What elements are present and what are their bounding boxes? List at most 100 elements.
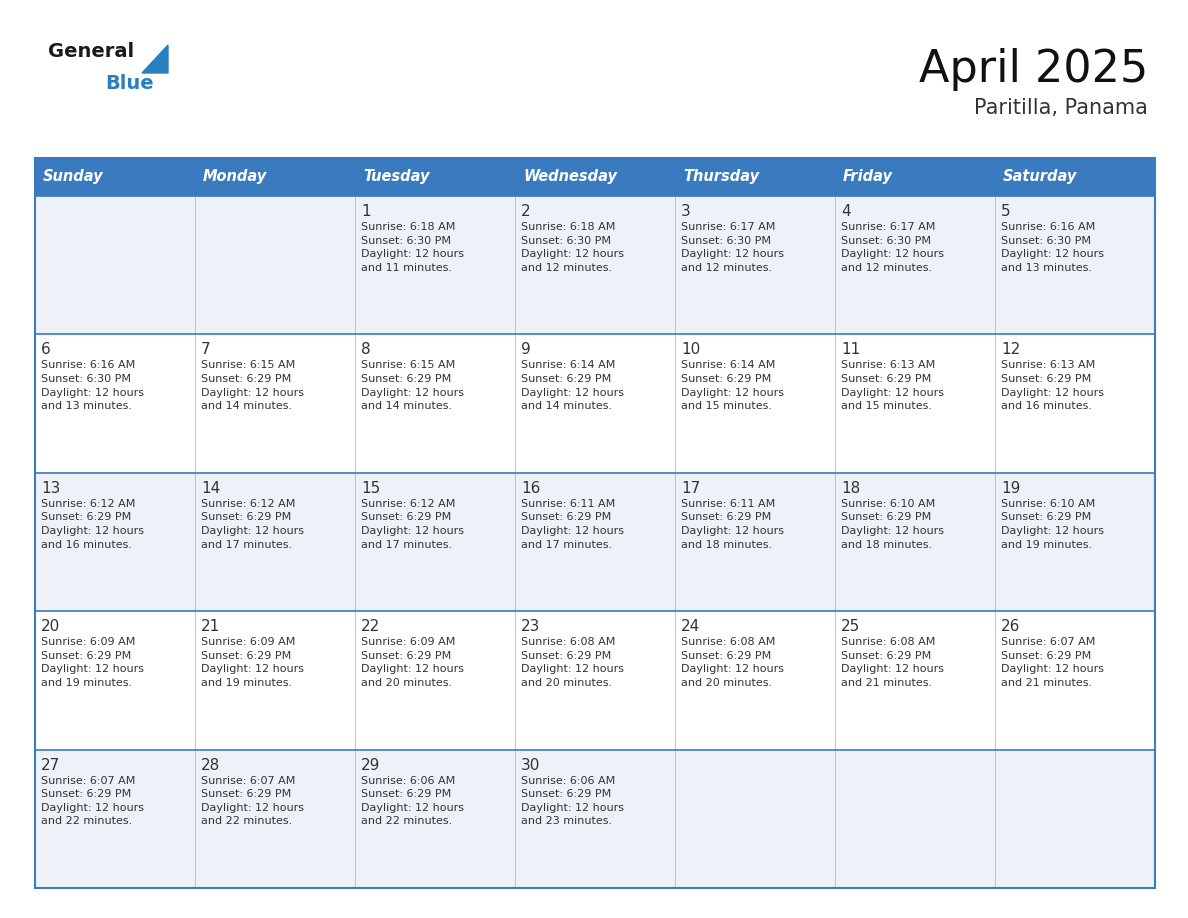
Bar — [195, 473, 355, 611]
Text: Sunday: Sunday — [43, 170, 103, 185]
Bar — [835, 750, 996, 888]
Bar — [675, 196, 835, 334]
Text: Sunrise: 6:09 AM
Sunset: 6:29 PM
Daylight: 12 hours
and 20 minutes.: Sunrise: 6:09 AM Sunset: 6:29 PM Dayligh… — [361, 637, 465, 688]
Text: Sunrise: 6:18 AM
Sunset: 6:30 PM
Daylight: 12 hours
and 12 minutes.: Sunrise: 6:18 AM Sunset: 6:30 PM Dayligh… — [522, 222, 624, 273]
Polygon shape — [143, 45, 168, 73]
Bar — [34, 750, 195, 888]
Text: 20: 20 — [42, 620, 61, 634]
Bar — [34, 158, 195, 196]
Bar — [835, 158, 996, 196]
Text: Sunrise: 6:13 AM
Sunset: 6:29 PM
Daylight: 12 hours
and 16 minutes.: Sunrise: 6:13 AM Sunset: 6:29 PM Dayligh… — [1001, 361, 1104, 411]
Text: 25: 25 — [841, 620, 860, 634]
Bar — [516, 473, 675, 611]
Bar — [675, 473, 835, 611]
Text: 5: 5 — [1001, 204, 1011, 219]
Bar — [34, 611, 195, 750]
Bar — [835, 611, 996, 750]
Bar — [516, 334, 675, 473]
Text: Sunrise: 6:08 AM
Sunset: 6:29 PM
Daylight: 12 hours
and 21 minutes.: Sunrise: 6:08 AM Sunset: 6:29 PM Dayligh… — [841, 637, 944, 688]
Text: Wednesday: Wednesday — [523, 170, 617, 185]
Text: Tuesday: Tuesday — [364, 170, 430, 185]
Text: Sunrise: 6:17 AM
Sunset: 6:30 PM
Daylight: 12 hours
and 12 minutes.: Sunrise: 6:17 AM Sunset: 6:30 PM Dayligh… — [841, 222, 944, 273]
Text: 10: 10 — [681, 342, 700, 357]
Text: Sunrise: 6:09 AM
Sunset: 6:29 PM
Daylight: 12 hours
and 19 minutes.: Sunrise: 6:09 AM Sunset: 6:29 PM Dayligh… — [201, 637, 304, 688]
Text: Sunrise: 6:07 AM
Sunset: 6:29 PM
Daylight: 12 hours
and 21 minutes.: Sunrise: 6:07 AM Sunset: 6:29 PM Dayligh… — [1001, 637, 1104, 688]
Bar — [195, 196, 355, 334]
Bar — [996, 196, 1155, 334]
Text: 29: 29 — [361, 757, 380, 773]
Text: Sunrise: 6:08 AM
Sunset: 6:29 PM
Daylight: 12 hours
and 20 minutes.: Sunrise: 6:08 AM Sunset: 6:29 PM Dayligh… — [681, 637, 784, 688]
Text: 18: 18 — [841, 481, 860, 496]
Bar — [675, 158, 835, 196]
Text: Sunrise: 6:11 AM
Sunset: 6:29 PM
Daylight: 12 hours
and 18 minutes.: Sunrise: 6:11 AM Sunset: 6:29 PM Dayligh… — [681, 498, 784, 550]
Bar — [675, 334, 835, 473]
Text: 22: 22 — [361, 620, 380, 634]
Text: Sunrise: 6:13 AM
Sunset: 6:29 PM
Daylight: 12 hours
and 15 minutes.: Sunrise: 6:13 AM Sunset: 6:29 PM Dayligh… — [841, 361, 944, 411]
Text: Sunrise: 6:11 AM
Sunset: 6:29 PM
Daylight: 12 hours
and 17 minutes.: Sunrise: 6:11 AM Sunset: 6:29 PM Dayligh… — [522, 498, 624, 550]
Text: 12: 12 — [1001, 342, 1020, 357]
Text: Sunrise: 6:18 AM
Sunset: 6:30 PM
Daylight: 12 hours
and 11 minutes.: Sunrise: 6:18 AM Sunset: 6:30 PM Dayligh… — [361, 222, 465, 273]
Bar — [516, 611, 675, 750]
Bar — [355, 611, 516, 750]
Bar — [195, 750, 355, 888]
Text: Blue: Blue — [105, 74, 153, 93]
Text: 15: 15 — [361, 481, 380, 496]
Text: 8: 8 — [361, 342, 371, 357]
Bar — [516, 750, 675, 888]
Bar — [34, 196, 195, 334]
Bar — [835, 473, 996, 611]
Bar — [34, 473, 195, 611]
Text: Sunrise: 6:14 AM
Sunset: 6:29 PM
Daylight: 12 hours
and 15 minutes.: Sunrise: 6:14 AM Sunset: 6:29 PM Dayligh… — [681, 361, 784, 411]
Bar — [355, 473, 516, 611]
Text: 30: 30 — [522, 757, 541, 773]
Text: 24: 24 — [681, 620, 700, 634]
Text: Sunrise: 6:07 AM
Sunset: 6:29 PM
Daylight: 12 hours
and 22 minutes.: Sunrise: 6:07 AM Sunset: 6:29 PM Dayligh… — [42, 776, 144, 826]
Text: 3: 3 — [681, 204, 690, 219]
Bar — [675, 611, 835, 750]
Text: Sunrise: 6:16 AM
Sunset: 6:30 PM
Daylight: 12 hours
and 13 minutes.: Sunrise: 6:16 AM Sunset: 6:30 PM Dayligh… — [42, 361, 144, 411]
Text: 28: 28 — [201, 757, 220, 773]
Text: Sunrise: 6:06 AM
Sunset: 6:29 PM
Daylight: 12 hours
and 22 minutes.: Sunrise: 6:06 AM Sunset: 6:29 PM Dayligh… — [361, 776, 465, 826]
Text: 13: 13 — [42, 481, 61, 496]
Text: 23: 23 — [522, 620, 541, 634]
Bar — [355, 750, 516, 888]
Bar — [195, 334, 355, 473]
Bar — [996, 611, 1155, 750]
Bar — [835, 196, 996, 334]
Text: 19: 19 — [1001, 481, 1020, 496]
Text: Sunrise: 6:06 AM
Sunset: 6:29 PM
Daylight: 12 hours
and 23 minutes.: Sunrise: 6:06 AM Sunset: 6:29 PM Dayligh… — [522, 776, 624, 826]
Bar — [355, 196, 516, 334]
Text: Sunrise: 6:16 AM
Sunset: 6:30 PM
Daylight: 12 hours
and 13 minutes.: Sunrise: 6:16 AM Sunset: 6:30 PM Dayligh… — [1001, 222, 1104, 273]
Text: Sunrise: 6:14 AM
Sunset: 6:29 PM
Daylight: 12 hours
and 14 minutes.: Sunrise: 6:14 AM Sunset: 6:29 PM Dayligh… — [522, 361, 624, 411]
Bar — [34, 334, 195, 473]
Bar — [996, 750, 1155, 888]
Bar — [355, 334, 516, 473]
Text: Sunrise: 6:07 AM
Sunset: 6:29 PM
Daylight: 12 hours
and 22 minutes.: Sunrise: 6:07 AM Sunset: 6:29 PM Dayligh… — [201, 776, 304, 826]
Bar — [996, 473, 1155, 611]
Text: 6: 6 — [42, 342, 51, 357]
Bar — [355, 158, 516, 196]
Text: 9: 9 — [522, 342, 531, 357]
Text: Sunrise: 6:12 AM
Sunset: 6:29 PM
Daylight: 12 hours
and 17 minutes.: Sunrise: 6:12 AM Sunset: 6:29 PM Dayligh… — [201, 498, 304, 550]
Text: Sunrise: 6:08 AM
Sunset: 6:29 PM
Daylight: 12 hours
and 20 minutes.: Sunrise: 6:08 AM Sunset: 6:29 PM Dayligh… — [522, 637, 624, 688]
Text: Paritilla, Panama: Paritilla, Panama — [974, 98, 1148, 118]
Text: Saturday: Saturday — [1003, 170, 1078, 185]
Text: 16: 16 — [522, 481, 541, 496]
Text: Monday: Monday — [203, 170, 267, 185]
Text: 14: 14 — [201, 481, 220, 496]
Bar — [835, 334, 996, 473]
Text: 26: 26 — [1001, 620, 1020, 634]
Text: Thursday: Thursday — [683, 170, 759, 185]
Text: Sunrise: 6:10 AM
Sunset: 6:29 PM
Daylight: 12 hours
and 18 minutes.: Sunrise: 6:10 AM Sunset: 6:29 PM Dayligh… — [841, 498, 944, 550]
Text: April 2025: April 2025 — [918, 48, 1148, 91]
Text: Sunrise: 6:15 AM
Sunset: 6:29 PM
Daylight: 12 hours
and 14 minutes.: Sunrise: 6:15 AM Sunset: 6:29 PM Dayligh… — [361, 361, 465, 411]
Text: 4: 4 — [841, 204, 851, 219]
Text: 7: 7 — [201, 342, 210, 357]
Text: Sunrise: 6:12 AM
Sunset: 6:29 PM
Daylight: 12 hours
and 16 minutes.: Sunrise: 6:12 AM Sunset: 6:29 PM Dayligh… — [42, 498, 144, 550]
Bar — [996, 158, 1155, 196]
Text: 27: 27 — [42, 757, 61, 773]
Text: Sunrise: 6:15 AM
Sunset: 6:29 PM
Daylight: 12 hours
and 14 minutes.: Sunrise: 6:15 AM Sunset: 6:29 PM Dayligh… — [201, 361, 304, 411]
Bar — [516, 196, 675, 334]
Bar — [195, 611, 355, 750]
Bar — [195, 158, 355, 196]
